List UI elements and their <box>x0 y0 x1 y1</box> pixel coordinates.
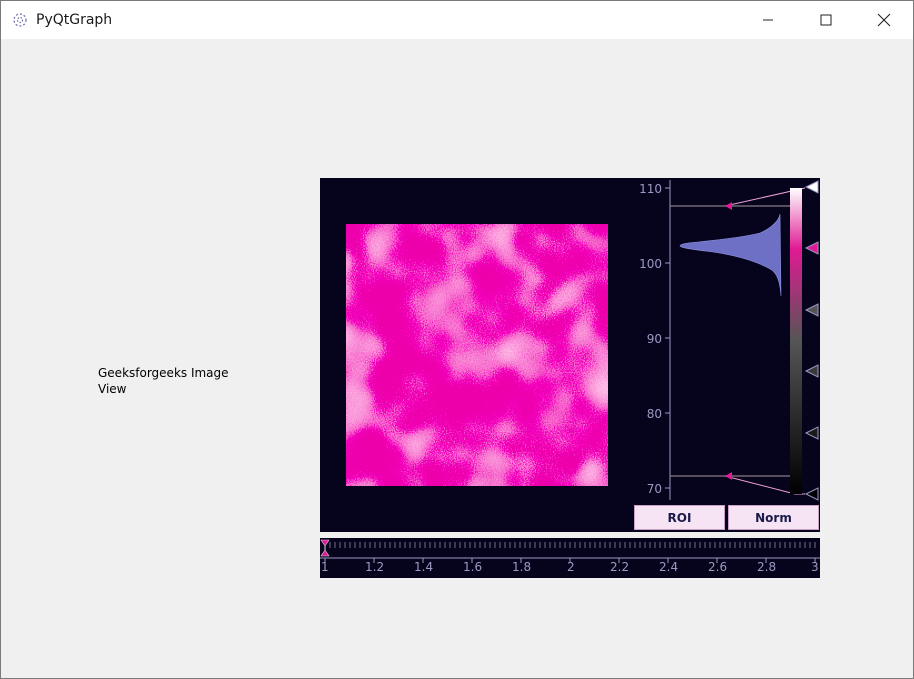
title-bar: PyQtGraph <box>1 1 913 39</box>
pyqtgraph-logo-icon <box>13 13 27 27</box>
timeline-tick-label: 1 <box>321 560 329 574</box>
histogram-tick-label: 90 <box>646 332 662 346</box>
gradient-tick-gray-icon[interactable] <box>804 303 819 317</box>
timeline-major-ticks <box>324 558 816 563</box>
timeline-tick-label: 3 <box>811 560 819 574</box>
timeline-tick-label: 1.6 <box>463 560 483 574</box>
timeline-tick-label: 2 <box>567 560 575 574</box>
timeline-tick-label: 1.4 <box>414 560 434 574</box>
gradient-bar[interactable] <box>790 188 802 494</box>
histogram-curve <box>679 213 782 297</box>
level-min-handle-icon[interactable] <box>725 472 732 480</box>
gradient-tick-white-icon[interactable] <box>804 180 819 194</box>
timeline-tick-label: 2.4 <box>659 560 679 574</box>
histogram-tick-label: 70 <box>646 482 662 496</box>
time-cursor-icon[interactable] <box>320 539 330 557</box>
histogram-tick-label: 110 <box>639 182 662 196</box>
close-button[interactable] <box>855 1 913 39</box>
roi-button[interactable]: ROI <box>634 505 725 530</box>
histogram-lut-widget[interactable] <box>665 180 819 501</box>
maximize-icon <box>820 14 832 26</box>
image-display[interactable] <box>346 224 608 486</box>
histogram-tick-label: 80 <box>646 407 662 421</box>
timeline-tick-label: 2.6 <box>708 560 728 574</box>
maximize-button[interactable] <box>797 1 855 39</box>
gradient-tick-darker-icon[interactable] <box>804 426 819 440</box>
gradient-tick-magenta-icon[interactable] <box>804 241 819 255</box>
timeline-tick-label: 1.8 <box>512 560 532 574</box>
gradient-tick-black-icon[interactable] <box>804 487 819 501</box>
timeline-tick-label: 2.2 <box>610 560 630 574</box>
timeline-tick-label: 1.2 <box>365 560 385 574</box>
minimize-button[interactable] <box>739 1 797 39</box>
timeline-minor-ticks <box>324 542 816 548</box>
image-view-label: Geeksforgeeks Image View <box>98 366 229 396</box>
gradient-tick-darkgray-icon[interactable] <box>804 364 819 378</box>
image-view[interactable]: 110 100 90 80 70 <box>320 178 820 532</box>
norm-button[interactable]: Norm <box>728 505 819 530</box>
minimize-icon <box>763 19 773 21</box>
window-title: PyQtGraph <box>36 12 113 28</box>
level-max-handle-icon[interactable] <box>725 202 732 210</box>
close-icon <box>877 13 891 27</box>
time-slider[interactable]: 1 1.2 1.4 1.6 1.8 2 2.2 2.4 2.6 2.8 3 <box>320 538 820 578</box>
timeline-tick-label: 2.8 <box>757 560 777 574</box>
histogram-tick-label: 100 <box>639 257 662 271</box>
